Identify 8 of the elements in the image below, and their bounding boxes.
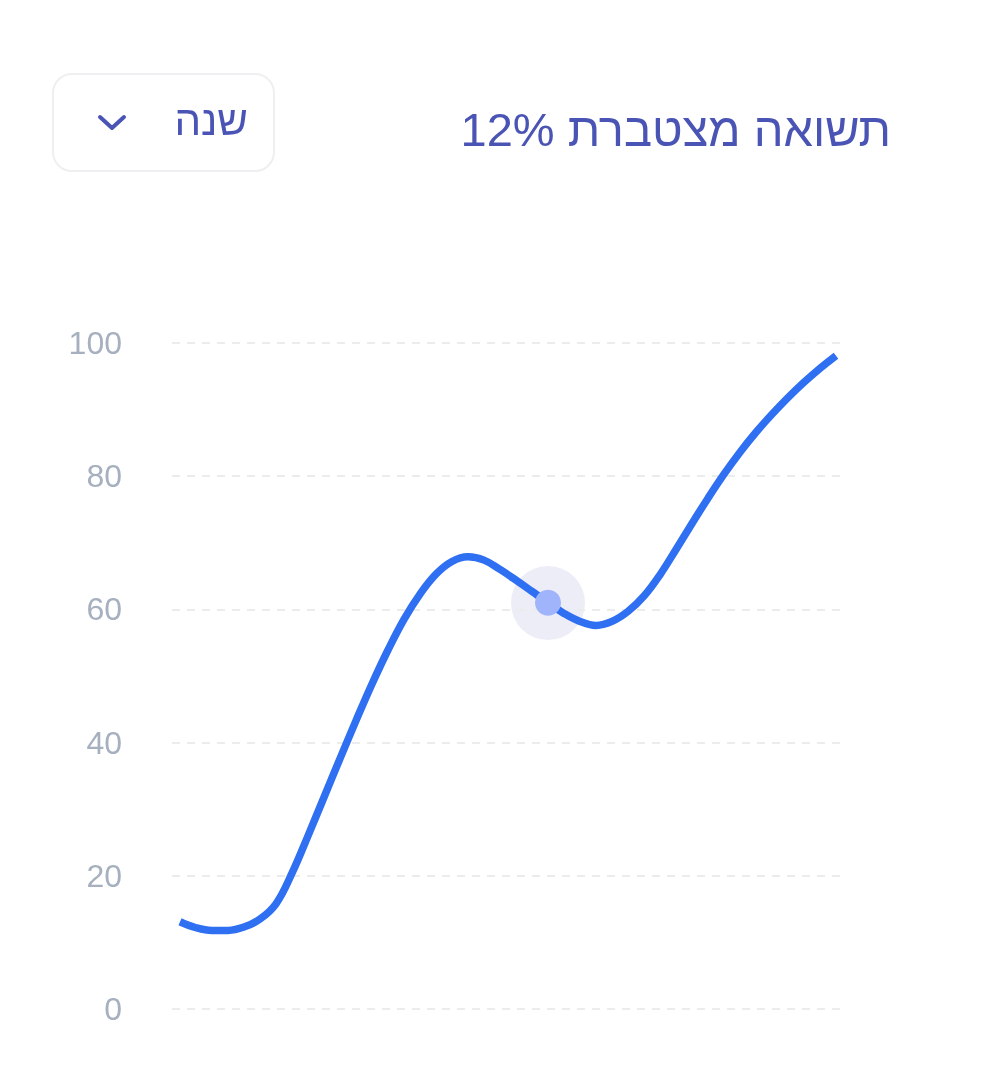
y-tick-label: 80 <box>86 458 122 495</box>
y-tick-label: 40 <box>86 724 122 761</box>
y-tick-label: 100 <box>68 325 122 361</box>
y-tick-label: 60 <box>86 591 122 628</box>
chart-title: תשואה מצטברת 12% <box>460 102 891 158</box>
dropdown[interactable]: שנה <box>52 73 275 172</box>
y-tick-label: 0 <box>104 991 122 1027</box>
y-tick-label: 20 <box>86 857 122 894</box>
